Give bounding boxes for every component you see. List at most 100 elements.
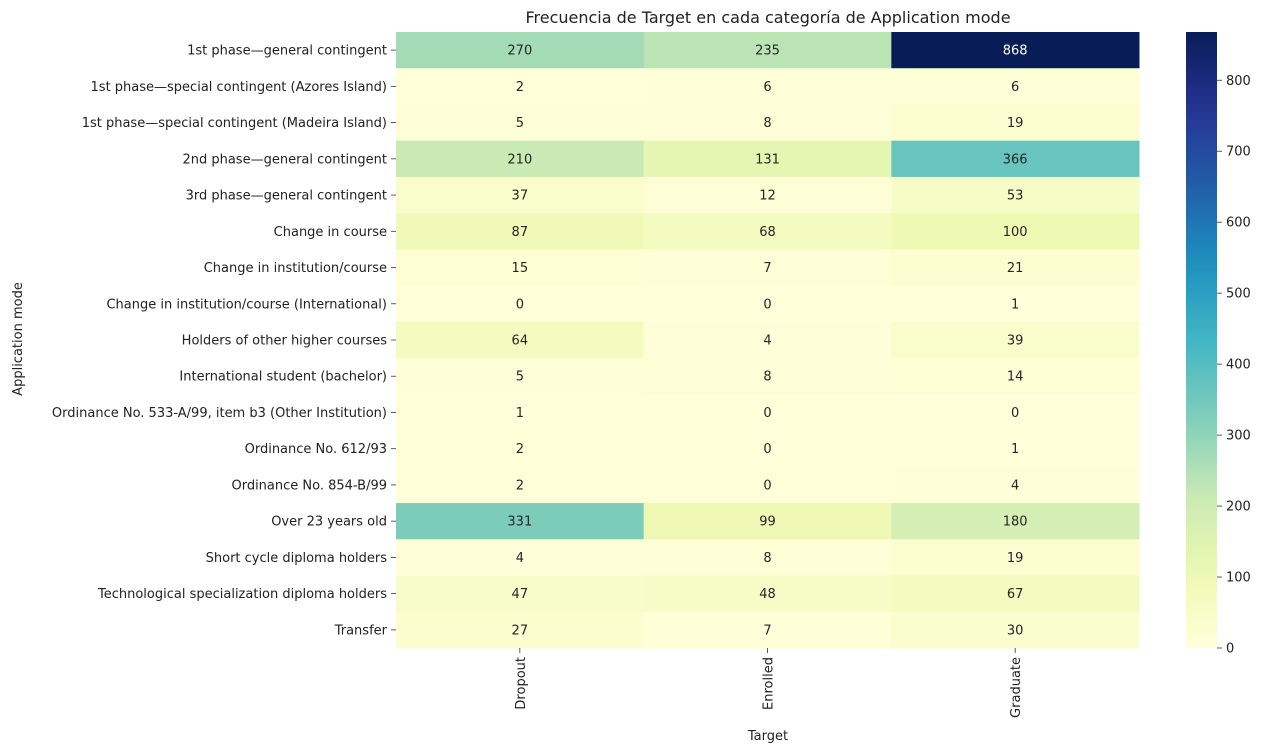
cell-value-label: 235 [755,44,780,59]
cell-value-label: 6 [763,80,771,95]
heatmap-cell [643,539,892,577]
cell-value-label: 4 [516,551,524,566]
y-tick-label: Change in course [274,225,387,240]
colorbar-tick-label: 500 [1226,287,1251,302]
y-tick-label: 1st phase—general contingent [187,44,387,59]
x-tick-label: Graduate [1009,657,1024,718]
cell-value-label: 1 [1011,297,1019,312]
heatmap-cell [396,32,645,69]
y-tick-label: 1st phase—special contingent (Azores Isl… [91,80,387,95]
heatmap-cell [396,575,645,613]
cell-value-label: 47 [512,587,529,602]
y-axis-ticks: 1st phase—general contingent 1st phase—sp… [52,44,396,638]
y-tick-label: 2nd phase—general contingent [182,152,387,167]
cell-value-label: 7 [763,261,771,276]
heatmap-cell [643,285,892,323]
colorbar-tick-label: 600 [1226,216,1251,231]
colorbar-tick-label: 100 [1226,571,1251,586]
heatmap-cell [643,394,892,432]
heatmap-cell [891,503,1140,540]
heatmap-cell [396,358,645,395]
heatmap-cell [891,466,1140,504]
heatmap-cell [396,466,645,504]
colorbar-tick-label: 0 [1226,642,1234,657]
heatmap-cell [643,503,892,540]
heatmap-cell [891,430,1140,468]
cell-value-label: 1 [516,406,524,421]
y-tick-label: Ordinance No. 612/93 [245,442,387,457]
heatmap-cell [643,430,892,468]
cell-value-label: 331 [507,515,532,530]
heatmap-cell [891,394,1140,432]
cell-value-label: 68 [759,225,776,240]
cell-value-label: 19 [1007,551,1024,566]
heatmap-cell [396,611,645,649]
cell-value-label: 270 [507,44,532,59]
cell-value-label: 2 [516,442,524,457]
heatmap-cell [643,249,892,287]
cell-value-label: 8 [763,370,771,385]
heatmap-cell [396,321,645,359]
chart-title: Frecuencia de Target en cada categoría d… [525,8,1010,27]
heatmap-cell [396,104,645,142]
heatmap-cell [891,176,1140,214]
heatmap-cell [643,358,892,395]
y-tick-label: Transfer [334,623,388,638]
cell-value-label: 6 [1011,80,1019,95]
heatmap-cell [891,611,1140,649]
cell-value-label: 8 [763,116,771,131]
cell-value-label: 19 [1007,116,1024,131]
heatmap-cell [396,68,645,105]
cell-value-label: 15 [512,261,529,276]
cell-value-label: 100 [1003,225,1028,240]
cell-value-label: 37 [512,189,529,204]
heatmap-cell [643,321,892,359]
cell-value-label: 131 [755,152,780,167]
x-tick-label: Dropout [514,657,529,710]
cell-value-label: 0 [763,406,771,421]
cell-value-label: 4 [763,334,771,349]
y-tick-label: Ordinance No. 854-B/99 [231,478,387,493]
cell-value-label: 5 [516,116,524,131]
cell-value-label: 8 [763,551,771,566]
heatmap-cell [891,213,1140,250]
x-axis-ticks: Dropout Enrolled Graduate [514,648,1024,718]
heatmap-cell [643,213,892,250]
cell-value-label: 99 [759,515,776,530]
heatmap-cell [891,249,1140,287]
y-tick-label: 1st phase—special contingent (Madeira Is… [82,116,387,131]
heatmap-cell [891,140,1140,178]
cell-value-label: 2 [516,80,524,95]
heatmap-cell [396,430,645,468]
heatmap-cell [396,140,645,178]
cell-value-label: 5 [516,370,524,385]
heatmap-cell [891,68,1140,105]
cell-value-label: 64 [512,334,529,349]
cell-value-label: 0 [763,442,771,457]
y-tick-label: 3rd phase—general contingent [186,189,387,204]
cell-value-label: 39 [1007,334,1024,349]
heatmap-cell [643,140,892,178]
cell-value-label: 868 [1003,44,1028,59]
cell-value-label: 53 [1007,189,1024,204]
cell-value-label: 0 [763,478,771,493]
heatmap-cell [643,611,892,649]
cell-value-label: 0 [516,297,524,312]
heatmap-cell [891,358,1140,395]
y-tick-label: Short cycle diploma holders [206,551,388,566]
y-tick-label: Technological specialization diploma hol… [97,587,387,602]
heatmap-cell [891,104,1140,142]
y-tick-label: Holders of other higher courses [182,334,388,349]
cell-value-label: 30 [1007,623,1024,638]
colorbar-tick-label: 400 [1226,358,1251,373]
colorbar-ticks: 0 100 200 300 400 500 600 700 800 [1217,74,1251,657]
colorbar-tick-label: 800 [1226,74,1251,89]
y-axis-label: Application mode [11,282,26,396]
y-tick-label: International student (bachelor) [179,370,387,385]
heatmap-cell [396,249,645,287]
heatmap-cell [643,104,892,142]
cell-value-label: 180 [1003,515,1028,530]
cell-value-label: 27 [512,623,529,638]
